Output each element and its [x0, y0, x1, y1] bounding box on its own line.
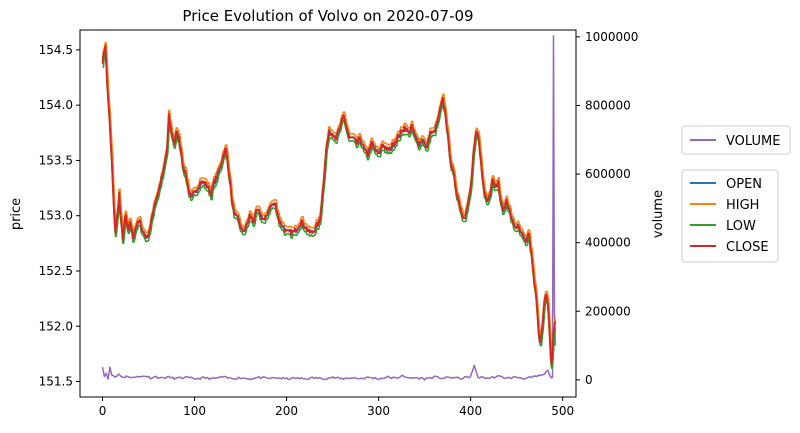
legend-low-label: LOW	[726, 219, 756, 234]
legend-close-label: CLOSE	[726, 240, 769, 255]
axes-ticks: 0 100 200 300 400 500 151.5 152.0 152.5 153.0 153.…	[39, 30, 639, 418]
y-tick-label: 152.0	[39, 319, 73, 333]
high-line	[101, 41, 557, 356]
low-line	[102, 53, 557, 369]
y-tick-label: 154.0	[39, 98, 73, 112]
y2-tick-label: 800000	[585, 98, 631, 112]
plot-frame	[79, 29, 577, 398]
legend-volume-label: VOLUME	[726, 134, 780, 149]
y2-tick-label: 200000	[585, 304, 631, 318]
y2-tick-label: 600000	[585, 167, 631, 181]
legend-price: OPEN HIGH LOW CLOSE	[681, 169, 779, 263]
x-tick-label: 500	[551, 404, 574, 418]
volume-line	[101, 35, 557, 381]
series-layer	[101, 35, 557, 381]
legend-price-box	[681, 169, 779, 263]
y2-tick-label: 0	[585, 373, 593, 387]
y2-axis-label: volume	[651, 190, 666, 238]
y2-tick-label: 1000000	[585, 30, 638, 44]
y-tick-label: 154.5	[39, 43, 73, 57]
x-tick-label: 300	[367, 404, 390, 418]
y-tick-label: 151.5	[39, 375, 73, 389]
y-tick-label: 153.5	[39, 153, 73, 167]
x-tick-label: 0	[99, 404, 107, 418]
chart-title: Price Evolution of Volvo on 2020-07-09	[182, 7, 473, 25]
x-tick-label: 100	[183, 404, 206, 418]
y-axis-label: price	[9, 198, 24, 230]
x-tick-label: 400	[459, 404, 482, 418]
legend-volume-box	[681, 125, 791, 155]
y-tick-label: 153.0	[39, 209, 73, 223]
x-tick-label: 200	[275, 404, 298, 418]
legend-volume: VOLUME	[681, 125, 791, 155]
y2-tick-label: 400000	[585, 236, 631, 250]
legend-open-label: OPEN	[726, 177, 762, 192]
close-line	[101, 45, 557, 366]
y-tick-label: 152.5	[39, 264, 73, 278]
legend-high-label: HIGH	[726, 198, 759, 213]
